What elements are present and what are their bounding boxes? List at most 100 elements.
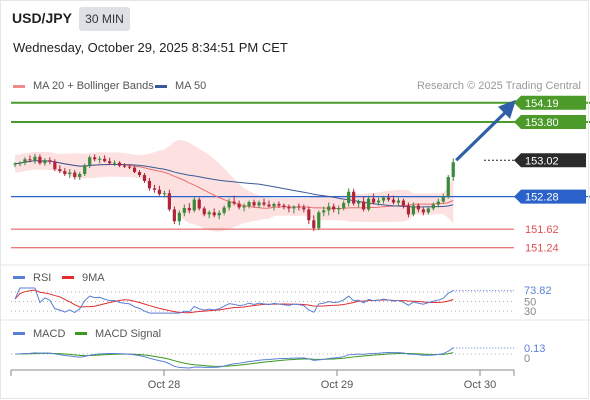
macd-signal-legend-label: MACD Signal [95,328,161,340]
candle-body [43,160,47,164]
candle-body [366,198,371,210]
candle-body [282,205,286,207]
candle-body [137,172,142,176]
candle-body [337,207,341,210]
candle-body [262,202,266,205]
forecast-arrow [455,99,516,162]
candle-body [58,169,62,172]
level-tag-153.02 [514,153,586,168]
candle-body [177,212,181,222]
candle-body [386,197,391,200]
candle-body [98,158,102,160]
candle-body [93,157,97,160]
candle-body [23,159,27,163]
candle-body [122,165,127,167]
candle-body [237,203,241,208]
candle-body [38,156,42,164]
candle-body [381,197,386,201]
candle-body [28,159,32,161]
rsi-legend: RSI 9MA [13,272,105,284]
candle-body [441,196,445,202]
timestamp: Wednesday, October 29, 2025 8:34:51 PM C… [13,40,288,55]
candle-body [172,209,176,222]
rsi-legend-label: RSI [33,272,51,284]
level-label-153.80: 153.80 [525,117,559,129]
candle-body [247,202,251,206]
candle-body [197,199,201,209]
candle-body [117,162,122,166]
candle-body [232,201,236,204]
timeframe-button[interactable]: 30 MIN [79,7,130,31]
candle-body [207,212,211,215]
ma20-legend-label: MA 20 + Bollinger Bands [33,80,154,92]
x-tick-label: Oct 29 [321,379,353,391]
candle-body [88,157,92,166]
candle-body [167,193,171,210]
candlesticks [13,153,455,232]
candle-body [322,210,326,213]
level-label-153.02: 153.02 [525,155,559,167]
candle-body [78,174,82,177]
ma50-line [14,160,454,208]
candle-body [396,200,401,203]
candle-body [401,200,406,206]
credit-text: Research © 2025 Trading Central [416,80,581,92]
candle-body [362,201,366,210]
candle-body [416,205,420,210]
candle-body [352,191,356,204]
candle-body [371,198,376,203]
candle-body [13,163,17,165]
candle-body [327,206,331,211]
candle-body [63,171,67,175]
candle-body [68,172,72,175]
candle-body [411,205,415,215]
macd-zero-label: 0 [524,353,530,365]
candle-body [446,176,450,197]
candle-body [108,161,112,164]
candle-body [73,172,77,177]
candle-body [147,180,152,189]
rsi-axis-label: 30 [524,306,536,318]
candle-body [347,191,351,204]
candle-body [187,207,191,211]
candle-body [132,167,137,173]
x-tick-label: Oct 28 [148,379,180,391]
candle-body [48,160,52,162]
bollinger-bands [15,140,454,232]
forecast-arrow-head [498,99,516,119]
macd-legend: MACD MACD Signal [13,328,161,340]
candle-body [182,207,186,213]
ma50-legend-swatch [155,85,167,88]
candle-body [312,220,316,229]
candle-body [297,206,301,208]
candle-body [83,165,87,175]
macd-legend-label: MACD [33,328,65,340]
candle-body [53,161,57,170]
candle-body [157,189,162,195]
candle-body [317,212,321,229]
x-axis-ticks: Oct 28 Oct 29 Oct 30 [148,370,496,391]
candle-body [103,158,107,162]
candle-body [267,204,271,207]
macd-panel: 0.130 [11,343,545,369]
candle-body [391,199,396,203]
candle-body [33,156,37,161]
rsi-axis-label: 73.82 [524,285,552,297]
rsi-ma-legend-label: 9MA [82,272,105,284]
candle-body [212,212,216,216]
candle-body [202,208,206,215]
candle-body [217,212,221,216]
candle-body [113,162,117,164]
ma50-legend-label: MA 50 [175,80,207,92]
macd-value-label: 0.13 [524,343,545,355]
candle-body [287,206,291,209]
candle-body [277,204,281,206]
level-tag-152.28 [514,189,586,204]
level-label-154.19: 154.19 [525,98,559,110]
symbol-title: USD/JPY [12,10,72,26]
candle-body [436,201,440,205]
candle-body [252,202,256,206]
candle-body [257,202,261,206]
